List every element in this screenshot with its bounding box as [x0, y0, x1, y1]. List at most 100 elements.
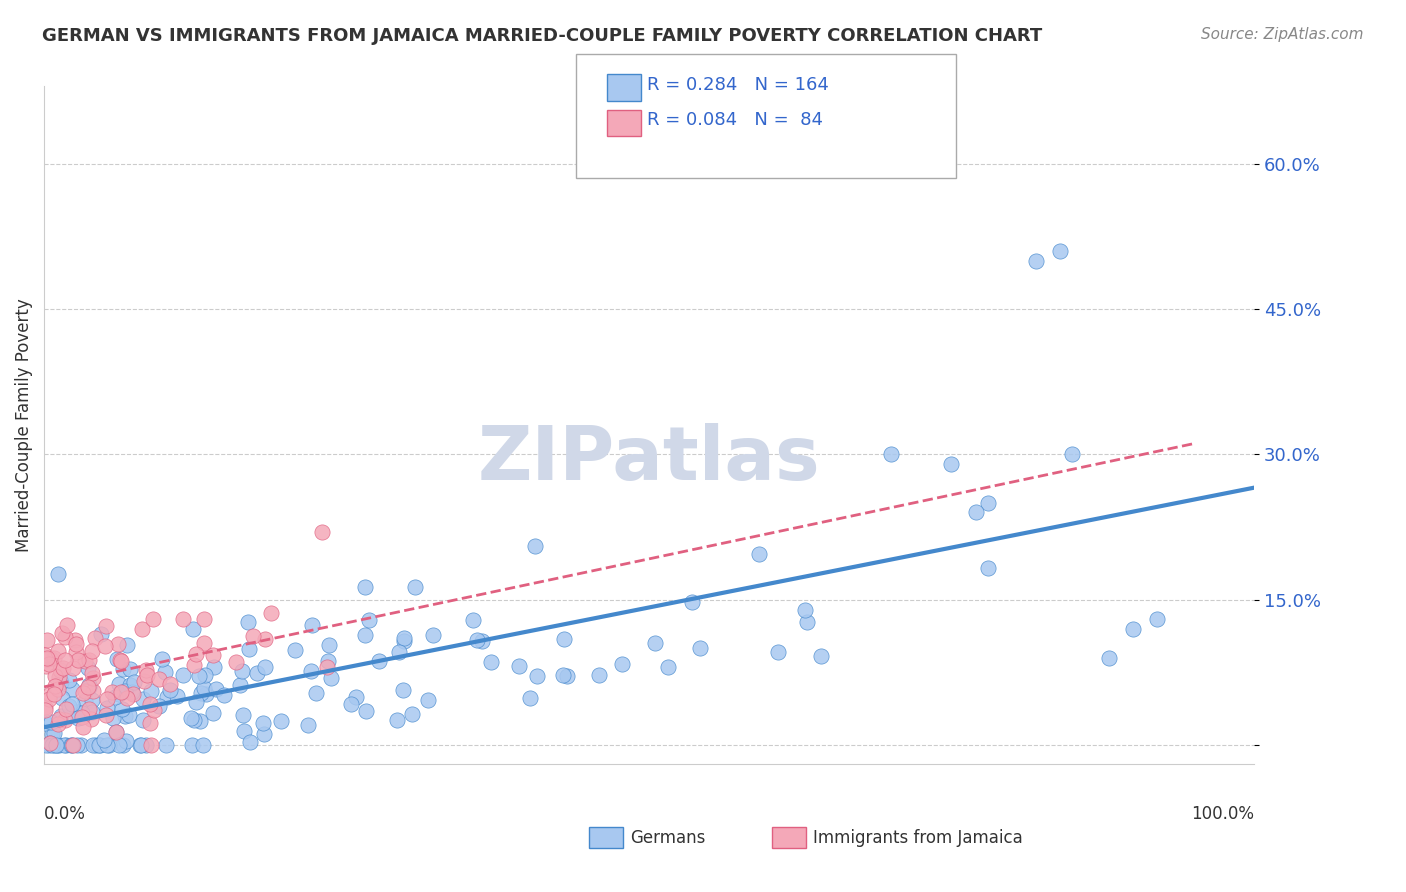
Point — [46, 738, 69, 752]
Point — [796, 615, 818, 630]
Point — [73, 694, 96, 708]
Point — [551, 668, 574, 682]
Point — [46, 644, 69, 658]
Point — [193, 612, 215, 626]
Point — [202, 648, 225, 663]
Text: Germans: Germans — [630, 829, 706, 847]
Point — [254, 660, 277, 674]
Point — [34, 700, 56, 714]
Point — [49, 675, 72, 690]
Point — [212, 688, 235, 702]
Point — [117, 638, 139, 652]
Point — [35, 651, 58, 665]
Point — [44, 679, 66, 693]
Point — [155, 665, 177, 679]
Point — [34, 738, 56, 752]
Point — [89, 738, 111, 752]
Point — [115, 733, 138, 747]
Point — [46, 682, 69, 697]
Point — [44, 725, 66, 739]
Point — [82, 684, 104, 698]
Point — [748, 547, 770, 561]
Point — [129, 738, 152, 752]
Text: Source: ZipAtlas.com: Source: ZipAtlas.com — [1201, 27, 1364, 42]
Point — [82, 738, 104, 752]
Point — [1049, 244, 1071, 258]
Point — [236, 615, 259, 630]
Point — [392, 633, 415, 648]
Point — [205, 681, 228, 696]
Point — [111, 701, 134, 715]
Point — [112, 662, 135, 676]
Point — [101, 711, 124, 725]
Point — [354, 628, 377, 642]
Point — [65, 644, 87, 658]
Point — [357, 613, 380, 627]
Point — [96, 707, 118, 722]
Point — [392, 631, 415, 645]
Point — [34, 648, 56, 662]
Point — [105, 651, 128, 665]
Point — [681, 595, 703, 609]
Point — [114, 684, 136, 698]
Point — [471, 633, 494, 648]
Point — [60, 697, 83, 711]
Point — [588, 667, 610, 681]
Point — [344, 690, 367, 705]
Point — [72, 720, 94, 734]
Text: 100.0%: 100.0% — [1191, 805, 1254, 823]
Point — [195, 687, 218, 701]
Point — [135, 667, 157, 681]
Point — [139, 697, 162, 711]
Point — [190, 686, 212, 700]
Point — [58, 698, 80, 713]
Point — [270, 714, 292, 729]
Point — [62, 660, 84, 674]
Point — [1062, 447, 1084, 461]
Point — [141, 684, 163, 698]
Point — [388, 645, 411, 659]
Point — [1122, 622, 1144, 636]
Point — [73, 684, 96, 698]
Point — [82, 672, 104, 686]
Point — [183, 658, 205, 673]
Point — [238, 642, 260, 657]
Point — [184, 647, 207, 661]
Point — [129, 738, 152, 752]
Point — [35, 658, 58, 673]
Point — [166, 689, 188, 703]
Point — [193, 636, 215, 650]
Point — [1025, 253, 1047, 268]
Point — [976, 496, 998, 510]
Point — [77, 653, 100, 667]
Point — [70, 738, 93, 752]
Point — [354, 580, 377, 594]
Point — [90, 627, 112, 641]
Point — [55, 617, 77, 632]
Point — [319, 671, 342, 685]
Point — [63, 633, 86, 648]
Point — [422, 628, 444, 642]
Point — [34, 703, 56, 717]
Point — [55, 702, 77, 716]
Point — [96, 738, 118, 752]
Point — [239, 735, 262, 749]
Point — [297, 718, 319, 732]
Point — [523, 539, 546, 553]
Text: R = 0.084   N =  84: R = 0.084 N = 84 — [647, 112, 823, 129]
Point — [55, 713, 77, 727]
Point — [148, 672, 170, 686]
Point — [62, 738, 84, 752]
Point — [143, 703, 166, 717]
Point — [66, 738, 89, 752]
Point — [479, 655, 502, 669]
Point — [356, 704, 378, 718]
Point — [44, 688, 66, 702]
Point — [122, 687, 145, 701]
Point — [35, 633, 58, 648]
Point — [37, 651, 59, 665]
Point — [508, 658, 530, 673]
Point — [1098, 650, 1121, 665]
Point — [150, 651, 173, 665]
Point — [114, 709, 136, 723]
